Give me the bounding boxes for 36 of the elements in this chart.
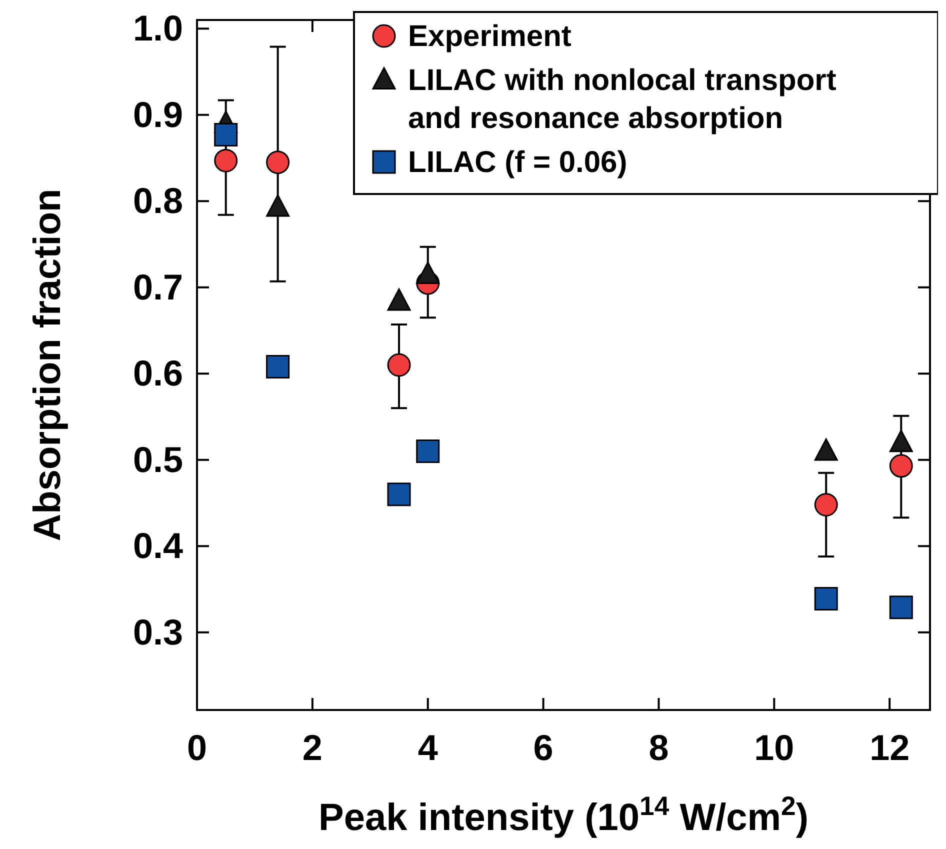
point <box>266 354 290 378</box>
point <box>889 454 913 478</box>
point <box>814 438 838 461</box>
y-axis-title: Absorption fraction <box>27 188 69 542</box>
point <box>416 262 440 284</box>
point <box>387 482 411 506</box>
point <box>889 596 913 620</box>
y-tick-label: 0.8 <box>132 180 183 222</box>
point <box>214 122 238 146</box>
y-tick-label: 0.6 <box>132 352 183 394</box>
point <box>889 430 913 452</box>
y-tick-label: 0.7 <box>132 266 183 308</box>
legend-label: LILAC with nonlocal transport and resonance absorption <box>408 64 836 135</box>
y-tick-label: 0.5 <box>132 438 183 480</box>
point <box>266 194 290 217</box>
x-tick-label: 2 <box>302 727 322 768</box>
x-tick-label: 12 <box>870 727 910 768</box>
y-tick-label: 1.0 <box>132 8 183 49</box>
point <box>387 288 411 311</box>
x-tick-label: 8 <box>648 727 669 768</box>
x-tick-label: 0 <box>186 727 208 768</box>
y-tick-label: 0.3 <box>132 611 183 652</box>
point <box>416 440 440 463</box>
y-tick-label: 0.9 <box>132 94 183 135</box>
point <box>266 150 290 174</box>
x-tick-label: 10 <box>754 727 794 768</box>
point <box>387 353 411 377</box>
legend-label: LILAC (f = 0.06) <box>408 146 628 179</box>
x-tick-label: 4 <box>418 727 438 768</box>
y-tick-label: 0.4 <box>132 525 183 566</box>
point <box>814 586 838 610</box>
point <box>214 148 238 172</box>
point <box>814 492 838 516</box>
x-axis-title: Peak intensity (10$^{14}$ W/cm$^{2}$) <box>318 791 808 839</box>
legend-label: Experiment <box>408 20 572 53</box>
x-tick-label: 6 <box>533 727 554 768</box>
